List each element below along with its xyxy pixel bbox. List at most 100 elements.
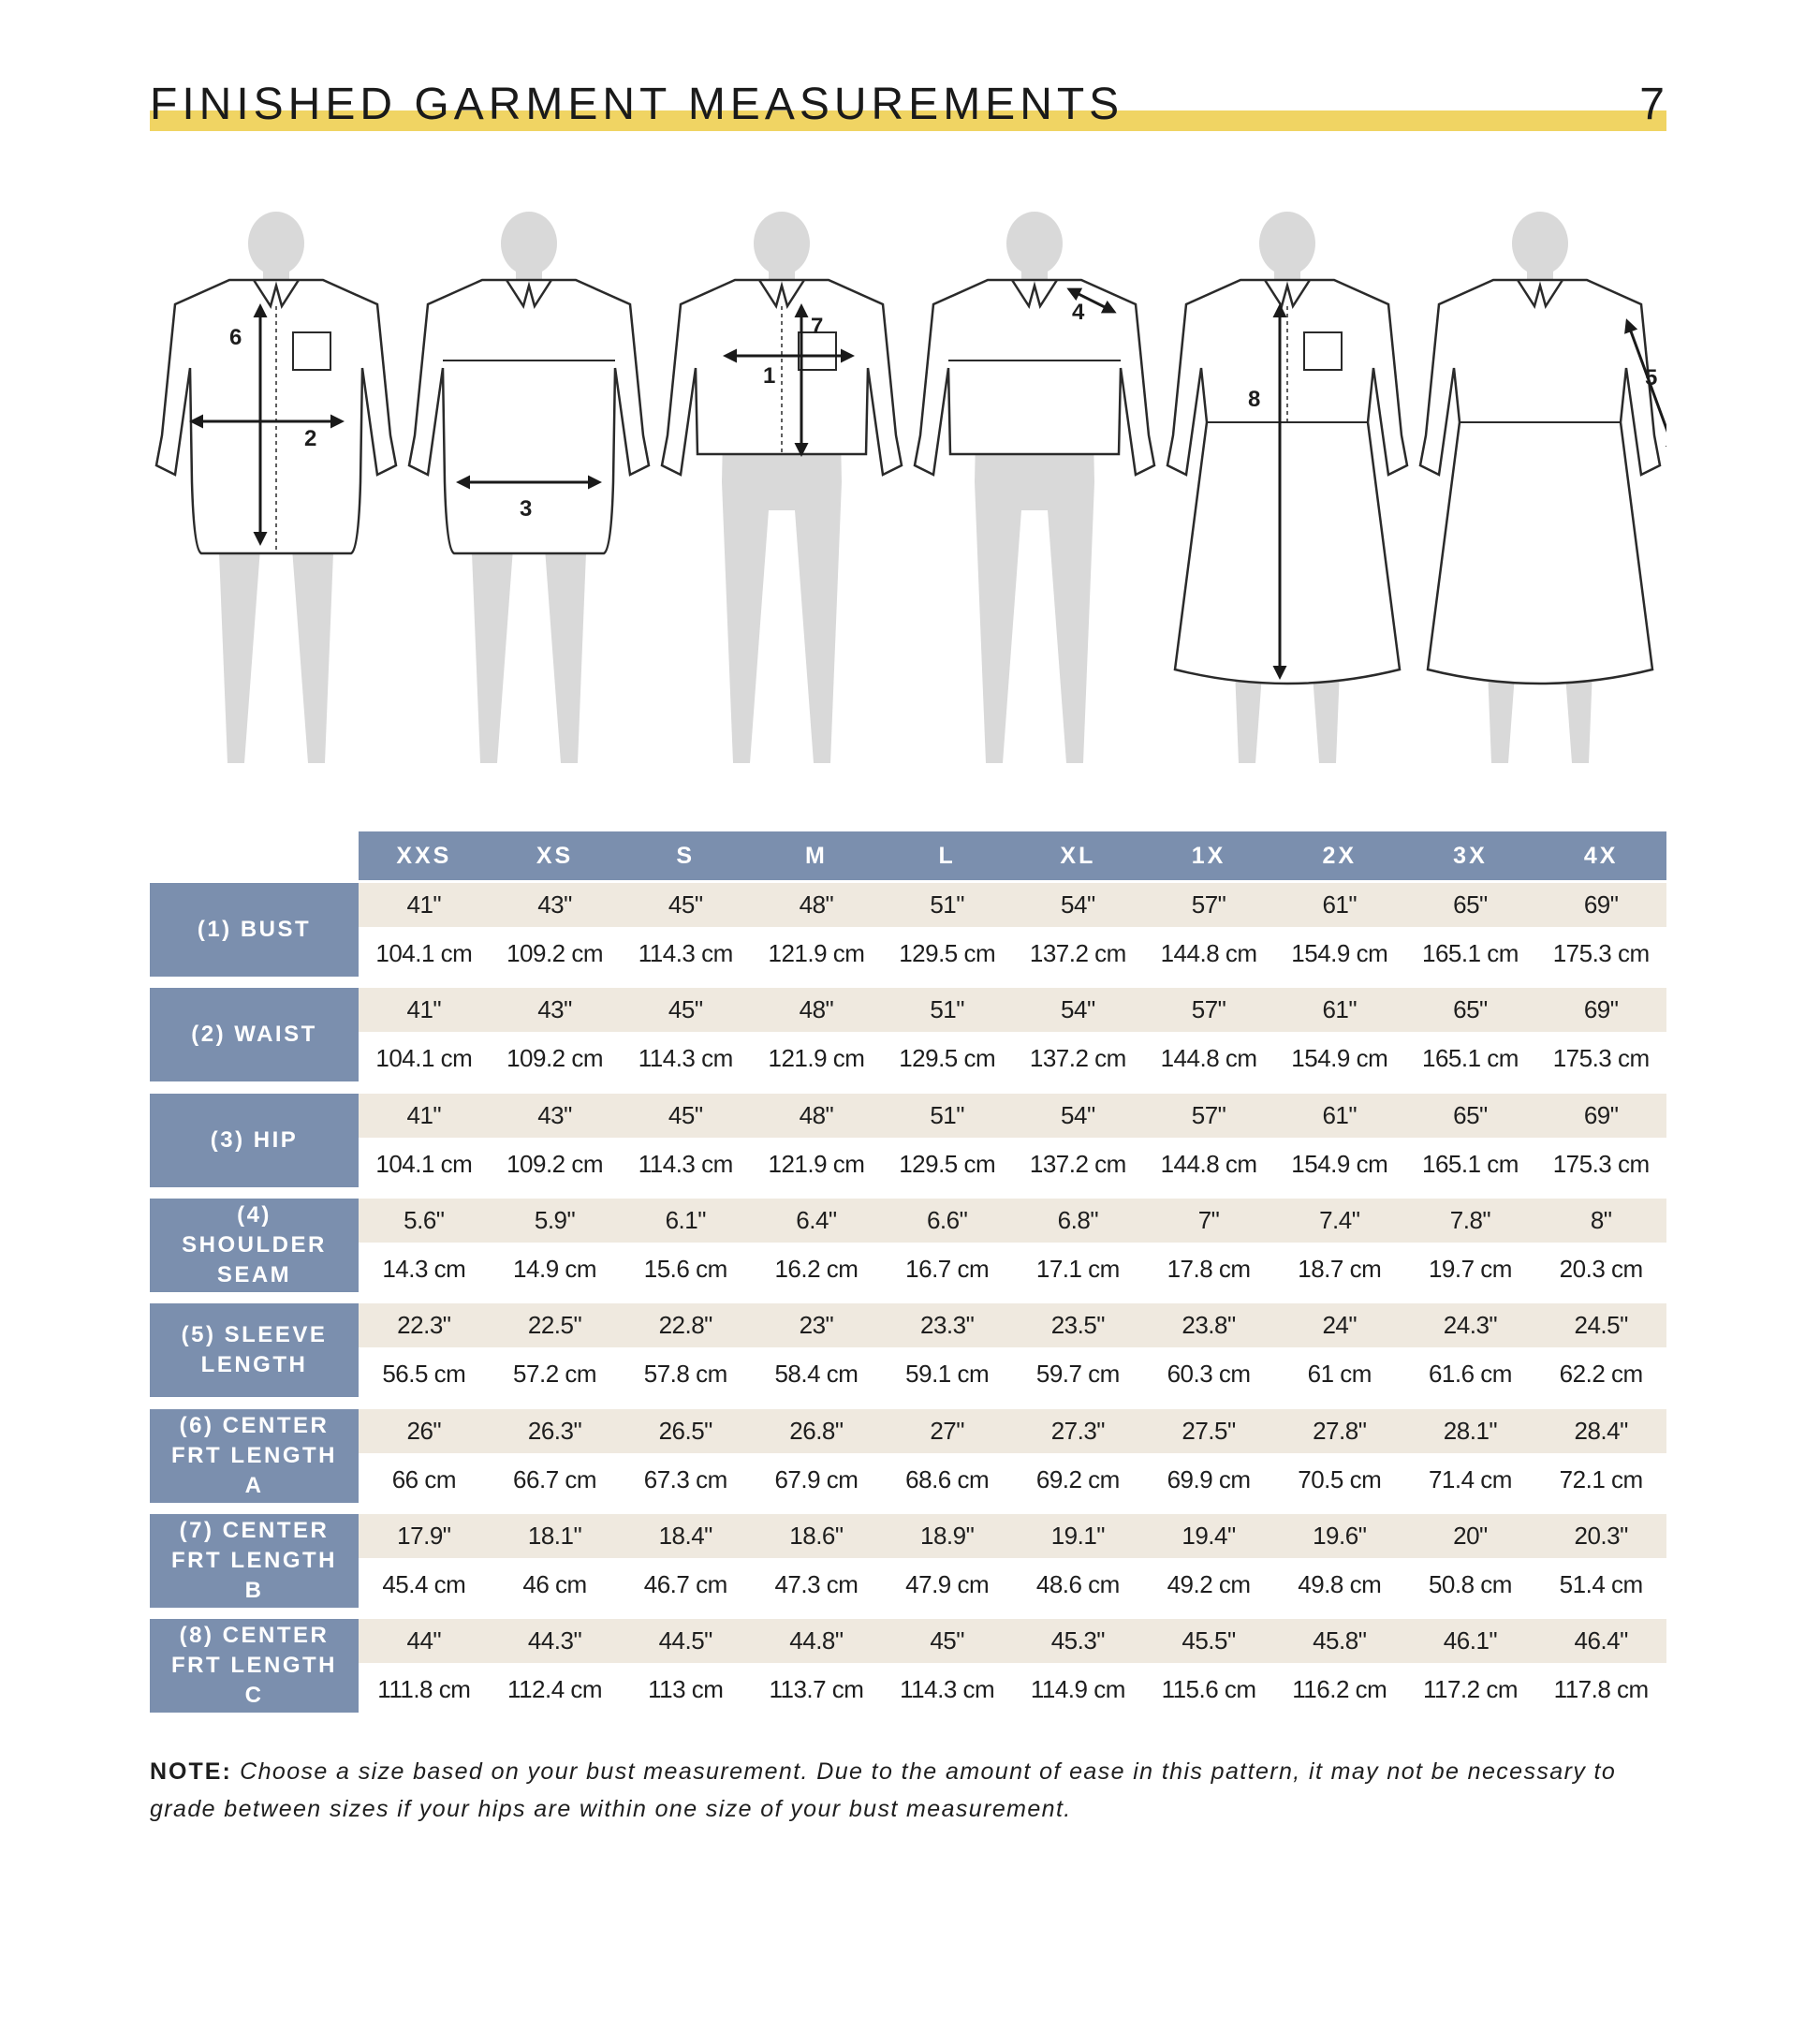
inch-value: 45.3": [1050, 1626, 1106, 1655]
inch-value: 6.1": [665, 1205, 707, 1234]
inch-value: 18.4": [658, 1521, 713, 1550]
inch-value: 43": [537, 995, 572, 1024]
figure-cropped-shirt-back: [913, 212, 1156, 763]
inch-value: 27.3": [1050, 1416, 1106, 1445]
inch-value: 7.8": [1449, 1205, 1491, 1234]
cm-value: 17.1 cm: [1035, 1254, 1120, 1283]
inch-value: 65": [1453, 1100, 1488, 1129]
cm-value: 144.8 cm: [1160, 1149, 1257, 1178]
size-header: 4X: [1583, 843, 1619, 869]
inch-value: 26.8": [789, 1416, 844, 1445]
cm-value: 144.8 cm: [1160, 1044, 1257, 1073]
cm-value: 137.2 cm: [1029, 1149, 1126, 1178]
inch-value: 6.4": [796, 1205, 837, 1234]
size-header: XL: [1060, 843, 1096, 869]
cm-value: 112.4 cm: [507, 1675, 603, 1704]
measurement-label-line: (3) HIP: [210, 1126, 299, 1153]
inch-value: 61": [1322, 890, 1358, 919]
inch-value: 19.1": [1050, 1521, 1106, 1550]
inch-value: 20": [1453, 1521, 1488, 1550]
inch-value: 43": [537, 1100, 572, 1129]
size-header: XXS: [396, 843, 452, 869]
inch-value: 46.1": [1443, 1626, 1498, 1655]
inch-value: 5.6": [404, 1205, 445, 1234]
cm-value: 129.5 cm: [899, 1149, 996, 1178]
cm-value: 175.3 cm: [1552, 1149, 1650, 1178]
cm-value: 51.4 cm: [1559, 1569, 1643, 1598]
cm-value: 48.6 cm: [1035, 1569, 1120, 1598]
cm-value: 66.7 cm: [513, 1464, 597, 1493]
cm-value: 121.9 cm: [768, 1149, 865, 1178]
cm-value: 59.1 cm: [905, 1360, 990, 1389]
figure-cropped-shirt-front: [660, 212, 903, 763]
cm-value: 66 cm: [391, 1464, 457, 1493]
inch-value: 8": [1590, 1205, 1612, 1234]
cm-value: 154.9 cm: [1291, 1044, 1388, 1073]
cm-value: 109.2 cm: [506, 1044, 604, 1073]
inch-values: 26" 26.3" 26.5" 26.8" 27" 27.3" 27.5" 27.8" 28.1…: [359, 1408, 1666, 1453]
cm-value: 57.2 cm: [513, 1360, 597, 1389]
inch-value: 26": [406, 1416, 442, 1445]
cm-value: 47.9 cm: [905, 1569, 990, 1598]
cm-value: 61 cm: [1307, 1360, 1372, 1389]
cm-value: 56.5 cm: [382, 1360, 466, 1389]
inch-value: 27": [930, 1416, 964, 1445]
inch-value: 46.4": [1574, 1626, 1629, 1655]
measurement-label-text: (4) SHOULDER SEAM: [150, 1200, 359, 1290]
callout-5: 5: [1645, 365, 1658, 390]
cm-value: 46 cm: [522, 1569, 587, 1598]
cm-value: 104.1 cm: [375, 1149, 473, 1178]
inch-value: 45": [930, 1626, 964, 1655]
inch-value: 6.8": [1057, 1205, 1099, 1234]
cm-values: 66 cm 66.7 cm 67.3 cm 67.9 cm 68.6 cm 69.2 cm…: [359, 1452, 1666, 1503]
inch-value: 57": [1191, 1100, 1226, 1129]
cm-value: 154.9 cm: [1291, 1149, 1388, 1178]
inch-value: 7.4": [1319, 1205, 1360, 1234]
inch-value: 45": [668, 995, 703, 1024]
cm-value: 14.3 cm: [382, 1254, 466, 1283]
measurement-label: (2) WAIST: [150, 988, 359, 1082]
callout-2: 2: [304, 426, 317, 451]
inch-value: 19.6": [1313, 1521, 1367, 1550]
size-header: 2X: [1322, 843, 1358, 869]
inch-value: 41": [406, 890, 442, 919]
inch-value: 24.3": [1443, 1311, 1498, 1340]
inch-values: 22.3" 22.5" 22.8" 23" 23.3" 23.5" 23.8" 24" 24.3…: [359, 1303, 1666, 1348]
inch-value: 65": [1453, 995, 1488, 1024]
measurement-row: (6) CENTER FRT LENGTH A 26" 26.3" 26.5" 26.8"…: [150, 1408, 1666, 1503]
inch-value: 69": [1583, 890, 1619, 919]
cm-value: 117.2 cm: [1422, 1675, 1519, 1704]
inch-value: 48": [799, 995, 834, 1024]
measurement-label-line: FRT LENGTH B: [171, 1547, 337, 1603]
inch-value: 57": [1191, 995, 1226, 1024]
size-header: M: [805, 843, 828, 869]
cm-value: 114.3 cm: [638, 1044, 734, 1073]
inch-value: 44.5": [658, 1626, 713, 1655]
cm-value: 69.2 cm: [1035, 1464, 1120, 1493]
inch-value: 69": [1583, 1100, 1619, 1129]
inch-values: 44" 44.3" 44.5" 44.8" 45" 45.3" 45.5" 45.8" 46.1…: [359, 1619, 1666, 1664]
measurement-row: (3) HIP 41" 43" 45" 48" 51" 54" 57" 61" 65" 69" 104…: [150, 1093, 1666, 1187]
inch-value: 45": [668, 890, 703, 919]
cm-value: 71.4 cm: [1428, 1464, 1512, 1493]
inch-value: 22.3": [397, 1311, 451, 1340]
figure-dress-front: [1166, 212, 1409, 763]
page-title: FINISHED GARMENT MEASUREMENTS: [150, 80, 1124, 129]
callout-7: 7: [811, 314, 824, 339]
cm-value: 70.5 cm: [1298, 1464, 1382, 1493]
inch-value: 22.5": [527, 1311, 582, 1340]
inch-value: 6.6": [926, 1205, 968, 1234]
measurement-label-line: FRT LENGTH C: [171, 1653, 337, 1709]
cm-value: 59.7 cm: [1035, 1360, 1120, 1389]
cm-value: 15.6 cm: [643, 1254, 727, 1283]
measurement-label: (5) SLEEVE LENGTH: [150, 1303, 359, 1398]
cm-value: 67.9 cm: [774, 1464, 859, 1493]
measurement-label-line: LENGTH: [200, 1352, 308, 1378]
measurement-label-text: (1) BUST: [186, 915, 322, 945]
inch-value: 18.6": [789, 1521, 844, 1550]
cm-value: 165.1 cm: [1422, 1044, 1519, 1073]
inch-values: 17.9" 18.1" 18.4" 18.6" 18.9" 19.1" 19.4" 19.6"…: [359, 1513, 1666, 1558]
cm-value: 16.2 cm: [774, 1254, 859, 1283]
cm-value: 67.3 cm: [643, 1464, 727, 1493]
cm-values: 104.1 cm 109.2 cm 114.3 cm 121.9 cm 129.5 cm…: [359, 927, 1666, 977]
